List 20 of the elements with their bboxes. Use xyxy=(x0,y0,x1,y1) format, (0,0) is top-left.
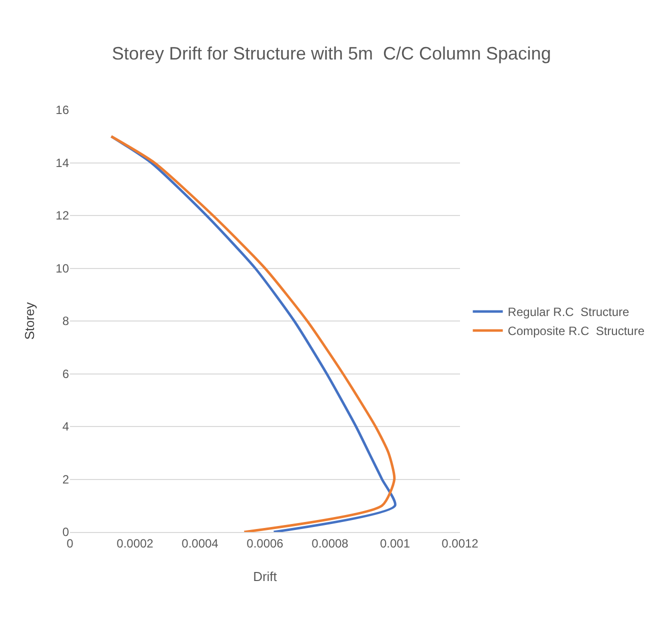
y-tick-label: 6 xyxy=(62,366,70,381)
chart-title: Storey Drift for Structure with 5m C/C Column Spacing xyxy=(112,43,552,64)
x-tick-label: 0.0008 xyxy=(312,536,349,550)
legend-label: Composite R.C Structure xyxy=(508,324,645,338)
y-tick-label: 4 xyxy=(62,420,70,434)
x-tick-label: 0.001 xyxy=(380,536,410,550)
x-tick-label: 0.0004 xyxy=(182,536,219,550)
y-tick-label: 2 xyxy=(62,472,70,486)
y-tick-label: 14 xyxy=(56,156,70,170)
y-tick-label: 10 xyxy=(56,261,70,276)
x-tick-label: 0.0006 xyxy=(246,536,284,550)
x-tick-label: 0.0002 xyxy=(116,536,154,550)
y-tick-label: 16 xyxy=(56,103,70,118)
y-tick-label: 12 xyxy=(56,208,70,223)
y-tick-label: 0 xyxy=(62,525,70,540)
y-tick-label: 8 xyxy=(62,314,70,328)
legend-label: Regular R.C Structure xyxy=(508,305,630,320)
y-axis-title: Storey xyxy=(22,302,37,340)
x-tick-label: 0.0012 xyxy=(442,536,479,550)
x-axis-title: Drift xyxy=(253,569,278,584)
